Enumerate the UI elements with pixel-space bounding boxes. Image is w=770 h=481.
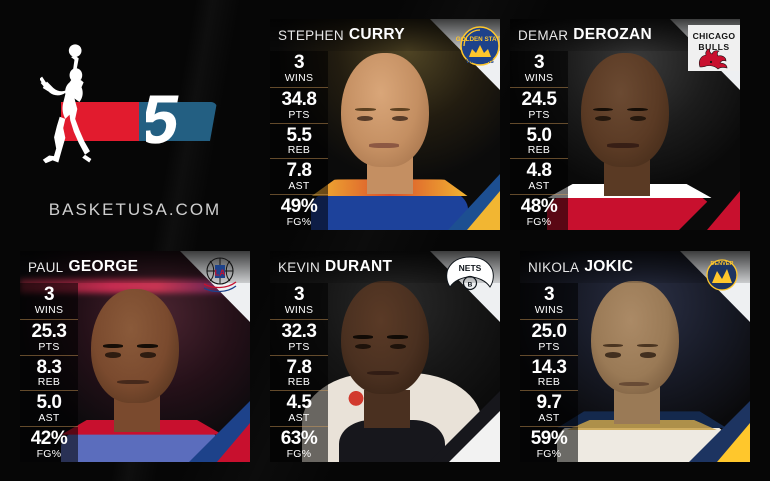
svg-text:LA: LA	[215, 269, 226, 278]
svg-text:BULLS: BULLS	[698, 42, 729, 52]
svg-text:NETS: NETS	[459, 263, 482, 273]
svg-text:GOLDEN STATE: GOLDEN STATE	[456, 36, 500, 43]
svg-text:B: B	[468, 282, 473, 289]
svg-text:WARRIORS: WARRIORS	[466, 59, 494, 65]
svg-text:DENVER: DENVER	[711, 261, 734, 267]
svg-text:CHICAGO: CHICAGO	[693, 31, 736, 41]
svg-text:5: 5	[146, 84, 186, 156]
